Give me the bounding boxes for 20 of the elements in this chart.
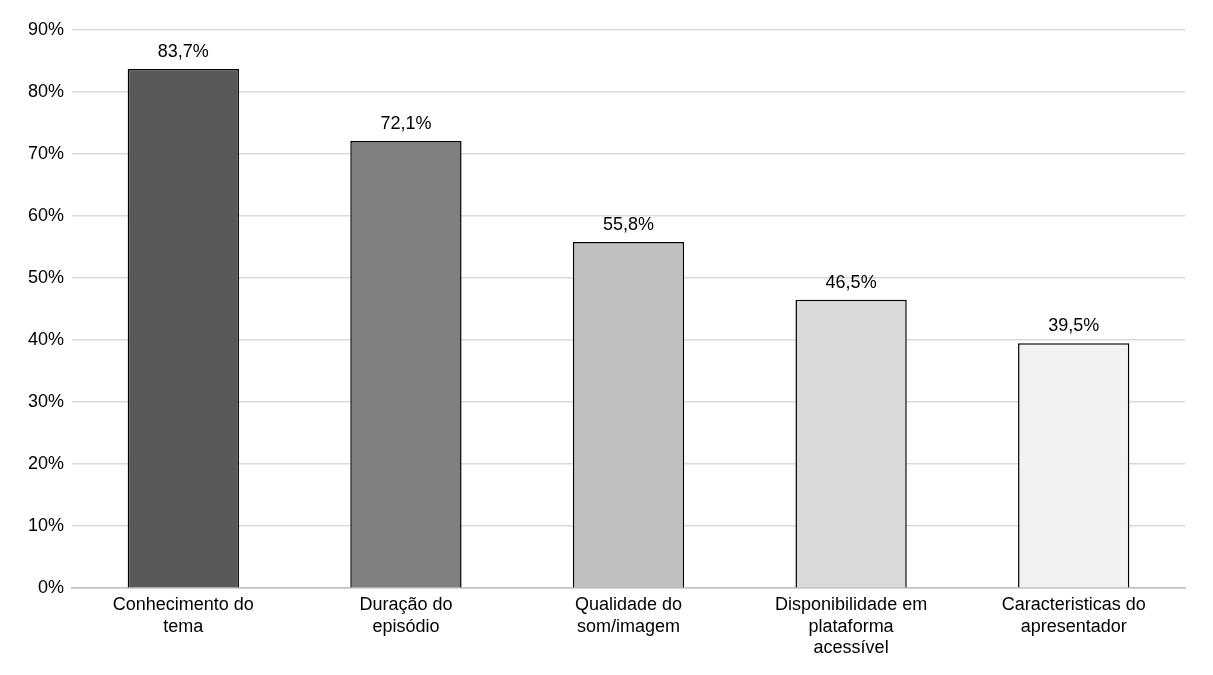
data-label: 72,1%	[380, 112, 432, 133]
y-tick-label: 10%	[28, 515, 65, 536]
y-tick-label: 20%	[28, 453, 65, 474]
y-tick-label: 70%	[28, 143, 65, 164]
x-tick-label: Disponibilidade em plataforma acessível	[775, 593, 928, 658]
data-label: 39,5%	[1048, 315, 1100, 336]
x-tick-label: Conhecimento do tema	[112, 593, 254, 636]
y-tick-label: 40%	[28, 329, 65, 350]
data-label: 46,5%	[825, 271, 877, 292]
y-tick-label: 60%	[28, 205, 65, 226]
y-tick-label: 90%	[28, 18, 65, 39]
x-tick-label: Duração do episódio	[359, 593, 453, 636]
x-tick-label: Qualidade do som/imagem	[574, 593, 683, 636]
y-tick-label: 0%	[38, 577, 65, 598]
y-tick-label: 30%	[28, 391, 65, 412]
data-label: 83,7%	[157, 41, 209, 62]
data-label: 55,8%	[602, 214, 655, 235]
y-tick-label: 50%	[28, 267, 65, 288]
y-tick-label: 80%	[28, 80, 65, 101]
x-tick-label: Caracteristicas do apresentador	[1001, 593, 1146, 636]
